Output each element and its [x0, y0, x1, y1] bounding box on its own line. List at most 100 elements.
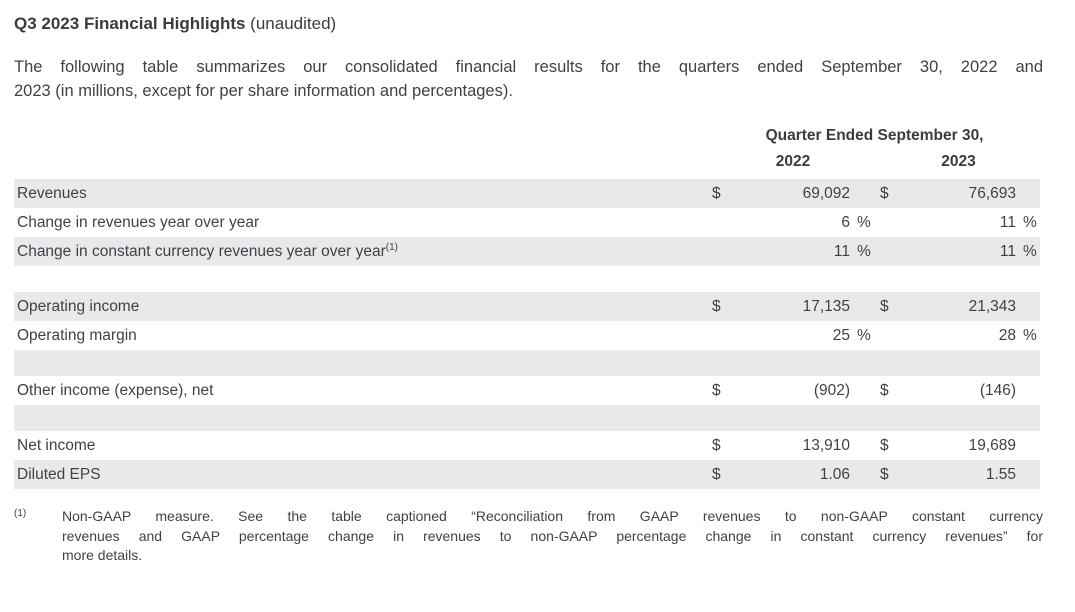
percent-sign-2023: [1017, 350, 1041, 376]
value-2023: [907, 266, 1017, 292]
table-row: Change in constant currency revenues yea…: [14, 237, 1041, 266]
table-row: Diluted EPS $ 1.06 $ 1.55: [14, 460, 1041, 489]
dollar-sign-2022: $: [709, 179, 739, 208]
dollar-sign-2023: [877, 237, 907, 266]
row-label: Operating margin: [14, 321, 709, 350]
value-2022: [739, 405, 851, 431]
percent-sign-2022: [851, 266, 877, 292]
row-label-text: Revenues: [17, 184, 87, 202]
dollar-sign-2023: [877, 321, 907, 350]
document-page: Q3 2023 Financial Highlights (unaudited)…: [14, 14, 1043, 566]
percent-sign-2023: %: [1023, 213, 1037, 231]
dollar-sign-2023: [877, 405, 907, 431]
value-2023: 11: [907, 237, 1017, 266]
dollar-sign-2022: $: [709, 292, 739, 321]
page-title-main: Q3 2023 Financial Highlights: [14, 14, 246, 33]
percent-sign-2023: [1017, 460, 1041, 489]
dollar-sign-2023: [877, 208, 907, 237]
value-2022: [739, 350, 851, 376]
percent-sign-2023: %: [1023, 326, 1037, 344]
header-year-2023: 2023: [941, 153, 976, 170]
dollar-sign-2022: [709, 350, 739, 376]
dollar-sign-2022: $: [712, 381, 721, 399]
dollar-sign-2023: $: [880, 436, 889, 454]
dollar-sign-2022: [709, 266, 739, 292]
percent-sign-2022: [851, 460, 877, 489]
header-year-2022: 2022: [775, 153, 811, 170]
table-header: Quarter Ended September 30, 2022 2023: [14, 126, 1040, 179]
row-label: Diluted EPS: [14, 460, 709, 489]
value-2023: [907, 350, 1017, 376]
page-title-suffix: (unaudited): [245, 14, 337, 33]
row-label-text: Operating margin: [17, 326, 137, 344]
table-row: Change in revenues year over year 6 % 11…: [14, 208, 1040, 237]
row-label-footnote-ref: (1): [385, 241, 398, 253]
percent-sign-2022: [851, 405, 877, 431]
dollar-sign-2023: $: [880, 381, 889, 399]
intro-line-2: 2023 (in millions, except for per share …: [14, 82, 513, 100]
value-2022: 17,135: [739, 292, 851, 321]
value-2023: 11: [999, 213, 1016, 231]
percent-sign-2023: [1017, 266, 1040, 292]
percent-sign-2023: [1017, 376, 1040, 405]
row-label: Change in constant currency revenues yea…: [14, 237, 709, 266]
value-2022: 69,092: [739, 179, 851, 208]
row-label: [14, 350, 709, 376]
value-2022: 25: [832, 326, 850, 344]
row-label-text: Net income: [17, 436, 96, 454]
value-2022: 11: [739, 237, 851, 266]
value-2023: 21,343: [907, 292, 1017, 321]
dollar-sign-2022: [709, 405, 739, 431]
table-row: [14, 350, 1041, 376]
page-title: Q3 2023 Financial Highlights (unaudited): [14, 14, 1043, 34]
footnote-line-3: more details.: [62, 547, 143, 563]
intro-line-1: The following table summarizes our conso…: [14, 58, 1043, 76]
percent-sign-2022: %: [857, 213, 871, 231]
percent-sign-2023: [1017, 179, 1041, 208]
dollar-sign-2023: $: [877, 179, 907, 208]
value-2023: 1.55: [907, 460, 1017, 489]
percent-sign-2022: [851, 179, 877, 208]
row-label-text: Diluted EPS: [17, 465, 101, 483]
percent-sign-2022: %: [851, 237, 877, 266]
footnote-line-2: revenues and GAAP percentage change in r…: [62, 527, 1043, 544]
row-label-text: Change in constant currency revenues yea…: [17, 242, 386, 260]
value-2023: 19,689: [968, 436, 1016, 454]
percent-sign-2023: [1017, 431, 1040, 460]
row-label: [14, 266, 709, 292]
dollar-sign-2022: [709, 208, 739, 237]
value-2022: 1.06: [739, 460, 851, 489]
footnote-text: Non-GAAP measure. See the table captione…: [62, 507, 1043, 566]
table-row: [14, 266, 1040, 292]
dollar-sign-2023: [877, 266, 907, 292]
percent-sign-2022: [851, 376, 877, 405]
value-2022: (902): [813, 381, 850, 399]
dollar-sign-2023: $: [877, 292, 907, 321]
value-2023: 28: [998, 326, 1016, 344]
dollar-sign-2023: [877, 350, 907, 376]
footnote-line-1: Non-GAAP measure. See the table captione…: [62, 508, 1043, 524]
row-label: Operating income: [14, 292, 709, 321]
percent-sign-2023: %: [1017, 237, 1041, 266]
table-body: Revenues $ 69,092 $ 76,693 Change in rev…: [14, 179, 1041, 489]
footnote: (1) Non-GAAP measure. See the table capt…: [14, 507, 1043, 566]
dollar-sign-2023: $: [877, 460, 907, 489]
value-2023: 76,693: [907, 179, 1017, 208]
percent-sign-2022: [851, 431, 877, 460]
dollar-sign-2022: $: [712, 436, 721, 454]
table-row: [14, 405, 1041, 431]
row-label-text: Operating income: [17, 297, 140, 315]
table-row: Other income (expense), net $ (902) $ (1…: [14, 376, 1040, 405]
percent-sign-2022: [851, 350, 877, 376]
intro-paragraph: The following table summarizes our conso…: [14, 55, 1043, 103]
row-label: [14, 405, 709, 431]
row-label: Other income (expense), net: [14, 376, 709, 405]
row-label: Net income: [14, 431, 709, 460]
value-2023: (146): [979, 381, 1016, 399]
row-label-text: Other income (expense), net: [17, 381, 214, 399]
percent-sign-2022: [851, 292, 877, 321]
table-row: Revenues $ 69,092 $ 76,693: [14, 179, 1041, 208]
header-empty-cell: [14, 126, 709, 152]
value-2022: 13,910: [802, 436, 850, 454]
dollar-sign-2022: [709, 321, 739, 350]
